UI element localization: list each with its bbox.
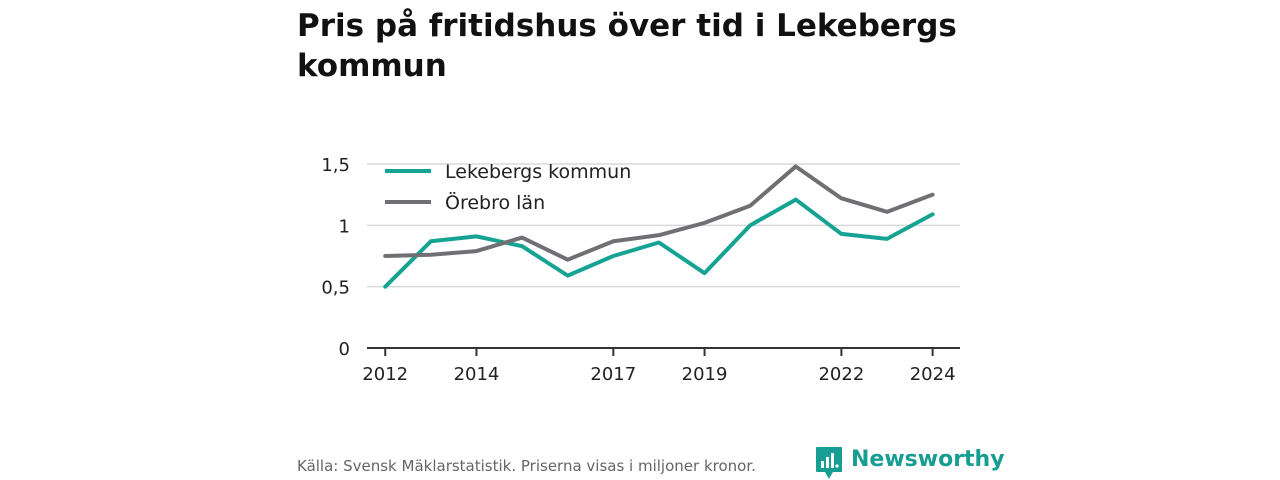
line-chart: 2012 2014 2017 2019 2022 2024 0 0,5 1 1,5 Lekebe… [321,155,960,385]
y-tick-label: 1,5 [321,155,350,176]
gridlines [367,163,960,288]
source-note: Källa: Svensk Mäklarstatistik. Priserna … [297,457,756,475]
y-tick-label: 1 [339,216,350,237]
series-line-0 [383,197,935,289]
chart-title: Pris på fritidshus över tid i Lekebergs … [297,8,957,84]
series-lines [383,164,935,289]
legend-label: Lekebergs kommun [445,161,631,183]
x-tick-label: 2019 [682,364,728,385]
series-line-1 [383,164,935,262]
y-tick-label: 0,5 [321,278,350,299]
x-tick-label: 2022 [818,364,864,385]
brand-name: Newsworthy [851,447,1005,472]
x-tick-label: 2017 [590,364,636,385]
legend: Lekebergs kommun Örebro län [385,161,631,214]
legend-label: Örebro län [445,191,545,214]
newsworthy-logo-icon [816,447,842,479]
x-tick-label: 2014 [454,364,500,385]
x-axis: 2012 2014 2017 2019 2022 2024 [362,347,960,385]
x-tick-label: 2024 [910,364,956,385]
brand-logo[interactable]: Newsworthy [815,446,1005,480]
x-tick-label: 2012 [362,364,408,385]
y-tick-label: 0 [339,339,350,360]
y-axis: 0 0,5 1 1,5 [321,155,350,360]
